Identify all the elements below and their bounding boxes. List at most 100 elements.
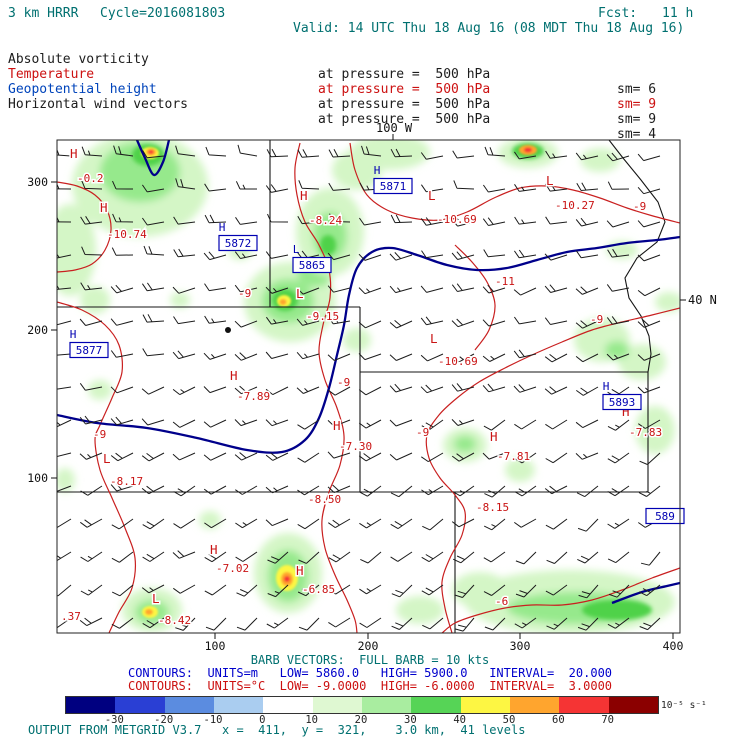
wind-barb (389, 353, 413, 361)
wind-barb (514, 216, 537, 225)
temp-value-label: -7.30 (339, 440, 372, 453)
wind-barb (327, 285, 351, 293)
wind-barb (422, 518, 444, 531)
wind-barb (172, 286, 196, 294)
temp-extremum-letter: H (230, 368, 238, 383)
vorticity-region (580, 148, 620, 172)
colorbar-tick-label: 30 (404, 714, 417, 726)
wind-barb (204, 584, 227, 596)
wind-barb (638, 419, 661, 429)
wind-barb (328, 518, 351, 529)
wind-barb (173, 584, 196, 594)
wind-barb (575, 419, 599, 429)
wind-barb (234, 284, 258, 293)
wind-barb (265, 452, 289, 461)
wind-barb (359, 485, 382, 497)
temperature-contour (294, 142, 358, 633)
wind-barb (451, 251, 475, 260)
wind-barb (267, 551, 289, 564)
wind-barb (111, 518, 134, 530)
station-dot (225, 327, 231, 333)
wind-barb (203, 386, 227, 394)
wind-barb (638, 485, 661, 497)
wind-barb (203, 419, 227, 428)
wind-barb (81, 146, 103, 157)
wind-barb (204, 214, 227, 224)
wind-barb (421, 250, 444, 259)
height-value-box (373, 177, 413, 195)
wind-barb (172, 386, 196, 396)
wind-barb (234, 251, 258, 259)
wind-barb (420, 152, 444, 160)
wind-barb (544, 353, 568, 363)
wind-barb (607, 181, 630, 190)
barb-legend: BARB VECTORS: FULL BARB = 10 kts (250, 653, 490, 667)
wind-barb (514, 518, 537, 528)
wind-barb (297, 584, 320, 597)
wind-barb (545, 150, 568, 159)
wind-barb (327, 484, 351, 494)
field-pressure: at pressure = 500 hPa (318, 67, 491, 82)
vorticity-region (145, 609, 153, 615)
wind-barb (235, 518, 258, 529)
wind-barb (482, 452, 506, 460)
wind-barb (234, 320, 258, 328)
temp-value-label: -9 (238, 287, 251, 300)
wind-barb (141, 386, 165, 395)
colorbar-segment (460, 697, 510, 713)
fcst-label: Fcst: (598, 6, 638, 21)
wind-barb (80, 216, 103, 225)
colorbar-segment (312, 697, 362, 713)
y-axis-label: 200 (27, 323, 48, 337)
colorbar-segment (115, 697, 165, 713)
colorbar-segment (509, 697, 560, 713)
vorticity-colorbar (65, 696, 659, 714)
wind-barb (358, 253, 382, 261)
vorticity-region (320, 235, 336, 255)
wind-barb (513, 316, 537, 325)
wind-barb (297, 452, 320, 463)
wind-barb (297, 215, 320, 225)
wind-barb (575, 353, 599, 363)
height-extremum-letter: H (603, 380, 610, 393)
wind-barb (141, 282, 165, 292)
wind-barb (451, 419, 475, 426)
colorbar-segment (263, 697, 313, 713)
vorticity-region (148, 150, 154, 154)
wind-barb (453, 180, 475, 190)
wind-barb (81, 246, 103, 256)
wind-barb (637, 287, 661, 297)
temp-value-label: -10.74 (107, 228, 147, 241)
wind-barb (80, 282, 103, 291)
wind-barb (142, 518, 165, 530)
wind-barb (236, 584, 258, 597)
wind-barb (576, 485, 599, 498)
wind-barb (110, 482, 134, 492)
temperature-contour (57, 301, 136, 633)
wind-barb (575, 452, 599, 460)
wind-barb (484, 146, 506, 157)
wind-barb (57, 284, 72, 290)
temp-value-label: -7.89 (237, 390, 270, 403)
wind-barb (173, 518, 196, 529)
wind-barb (637, 386, 661, 394)
wind-barb (639, 617, 661, 631)
wind-barb (606, 152, 630, 162)
wind-barb (544, 253, 568, 261)
wind-barb (358, 452, 382, 462)
wind-barb (607, 485, 630, 497)
x-axis-label: 300 (510, 639, 531, 653)
wind-barb (360, 551, 382, 564)
vorticity-region (170, 292, 190, 308)
wind-barb (451, 383, 475, 392)
wind-barb (142, 150, 165, 159)
wind-barb (359, 617, 382, 628)
wind-barb (483, 551, 506, 563)
wind-barb (111, 617, 134, 629)
vorticity-region (655, 292, 680, 312)
wind-barb (141, 217, 165, 226)
vorticity-region (452, 572, 508, 608)
fcst-value: 11 h (662, 6, 694, 21)
wind-barb (546, 551, 568, 564)
vorticity-region (279, 299, 287, 305)
